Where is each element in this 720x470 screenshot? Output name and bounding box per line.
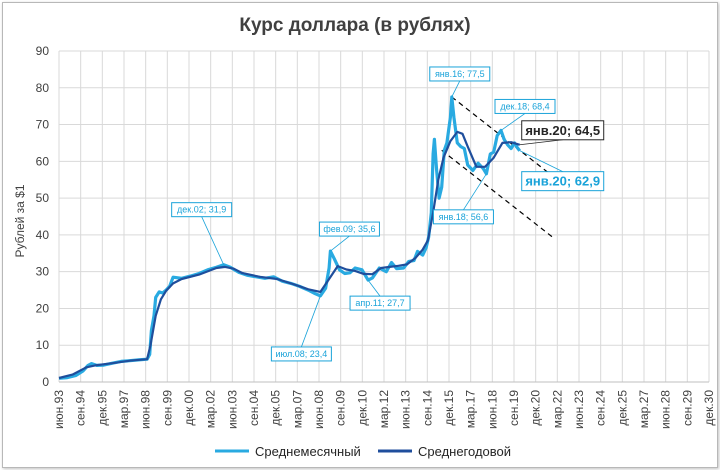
annotation-callout: янв.20; 62,9	[519, 150, 605, 192]
x-tick-label: дек.30	[702, 390, 716, 426]
x-tick-label: сен.94	[74, 390, 88, 426]
x-tick-label: дек.25	[615, 390, 629, 426]
annotation-leader	[451, 80, 461, 98]
annotation-label: июл.08; 23,4	[275, 349, 327, 359]
annotation-callout: янв.20; 64,5	[519, 120, 605, 146]
annotation-leader	[463, 173, 487, 211]
x-tick-label: июн.23	[572, 390, 586, 429]
x-tick-label: сен.19	[507, 390, 521, 426]
annotation-leader	[500, 113, 526, 131]
annotation-callout: апр.11; 27,7	[349, 279, 411, 311]
y-tick-label: 70	[36, 118, 50, 132]
annotation-leader	[301, 295, 321, 348]
trend-line-0	[451, 96, 560, 183]
trend-line-1	[441, 149, 555, 240]
annotation-callout: янв.18; 56,6	[432, 173, 494, 225]
axes: 0 10 20 30 40 50 60 70 80 90 июн.93 сен.94 дек.95 мар…	[36, 44, 716, 429]
y-tick-label: 0	[42, 375, 49, 389]
annotation-callout: фев.09; 35,6	[318, 221, 380, 252]
chart-svg: Курс доллара (в рублях) 0 10 20 30 40 50 60 70 8…	[13, 15, 716, 459]
x-tick-label: мар.17	[464, 390, 478, 429]
x-tick-label: дек.20	[529, 390, 543, 426]
x-tick-label: дек.15	[442, 390, 456, 426]
annotation-leader	[519, 139, 563, 146]
x-tick-label: дек.95	[95, 390, 109, 426]
x-tick-label: сен.14	[420, 390, 434, 426]
annotation-box	[171, 202, 233, 218]
grid	[58, 50, 710, 383]
annotation-leader	[367, 279, 381, 297]
legend-label-annual: Среднегодовой	[418, 444, 511, 459]
annotation-leader	[519, 150, 563, 173]
series-line-1	[58, 130, 521, 380]
legend: Среднемесячный Среднегодовой	[215, 444, 511, 459]
y-tick-label: 50	[36, 191, 50, 205]
annotation-callout: дек.02; 31,9	[171, 202, 233, 265]
x-tick-label: дек.05	[269, 390, 283, 426]
annotation-leader	[201, 216, 225, 265]
y-tick-label: 30	[36, 265, 50, 279]
x-tick-label: июн.18	[485, 390, 499, 429]
x-tick-label: мар.97	[117, 390, 131, 429]
x-tick-label: дек.00	[182, 390, 196, 426]
x-tick-label: дек.10	[355, 390, 369, 426]
x-tick-label: июн.08	[312, 390, 326, 429]
annotation-label: дек.02; 31,9	[177, 205, 226, 215]
x-tick-label: июн.28	[659, 390, 673, 429]
series-lines	[58, 95, 521, 380]
x-tick-label: сен.29	[680, 390, 694, 426]
series-line-0	[58, 95, 521, 380]
y-tick-label: 10	[36, 338, 50, 352]
annotations: дек.02; 31,9 июл.08; 23,4 фев.09; 35,6 апр.…	[171, 66, 605, 362]
trend-lines	[441, 96, 560, 240]
annotation-label: дек.18; 68,4	[500, 101, 549, 111]
y-tick-label: 80	[36, 81, 50, 95]
annotation-label: янв.18; 56,6	[439, 212, 489, 222]
annotation-callout: дек.18; 68,4	[494, 98, 556, 131]
annotation-box	[432, 209, 494, 225]
y-axis-label: Рублей за $1	[13, 184, 27, 257]
x-tick-label: июн.98	[139, 390, 153, 429]
x-tick-label: мар.07	[290, 390, 304, 429]
x-tick-label: мар.27	[637, 390, 651, 429]
annotation-label: фев.09; 35,6	[323, 224, 375, 234]
annotation-box	[521, 171, 605, 192]
annotation-box	[270, 346, 332, 362]
annotation-box	[494, 98, 556, 114]
annotation-box	[349, 295, 411, 311]
y-tick-label: 20	[36, 301, 50, 315]
x-tick-label: мар.12	[377, 390, 391, 429]
x-tick-label: сен.24	[594, 390, 608, 426]
chart-title: Курс доллара (в рублях)	[239, 15, 470, 36]
x-tick-label: мар.02	[204, 390, 218, 429]
x-tick-label: сен.99	[160, 390, 174, 426]
x-tick-label: июн.93	[52, 390, 66, 429]
annotation-box	[429, 66, 491, 82]
annotation-leader	[330, 235, 350, 252]
x-tick-label: июн.03	[225, 390, 239, 429]
annotation-label: янв.20; 64,5	[525, 123, 600, 138]
x-tick-label: сен.09	[334, 390, 348, 426]
x-tick-label: мар.22	[550, 390, 564, 429]
annotation-box	[521, 120, 605, 141]
x-tick-label: сен.04	[247, 390, 261, 426]
annotation-callout: янв.16; 77,5	[429, 66, 491, 98]
annotation-label: янв.20; 62,9	[525, 174, 600, 189]
legend-label-monthly: Среднемесячный	[255, 444, 361, 459]
annotation-label: янв.16; 77,5	[435, 69, 485, 79]
annotation-callout: июл.08; 23,4	[270, 295, 332, 362]
y-tick-label: 40	[36, 228, 50, 242]
annotation-box	[318, 221, 380, 237]
y-tick-label: 60	[36, 154, 50, 168]
annotation-label: апр.11; 27,7	[355, 298, 404, 308]
y-tick-label: 90	[36, 44, 50, 58]
x-tick-label: июн.13	[399, 390, 413, 429]
